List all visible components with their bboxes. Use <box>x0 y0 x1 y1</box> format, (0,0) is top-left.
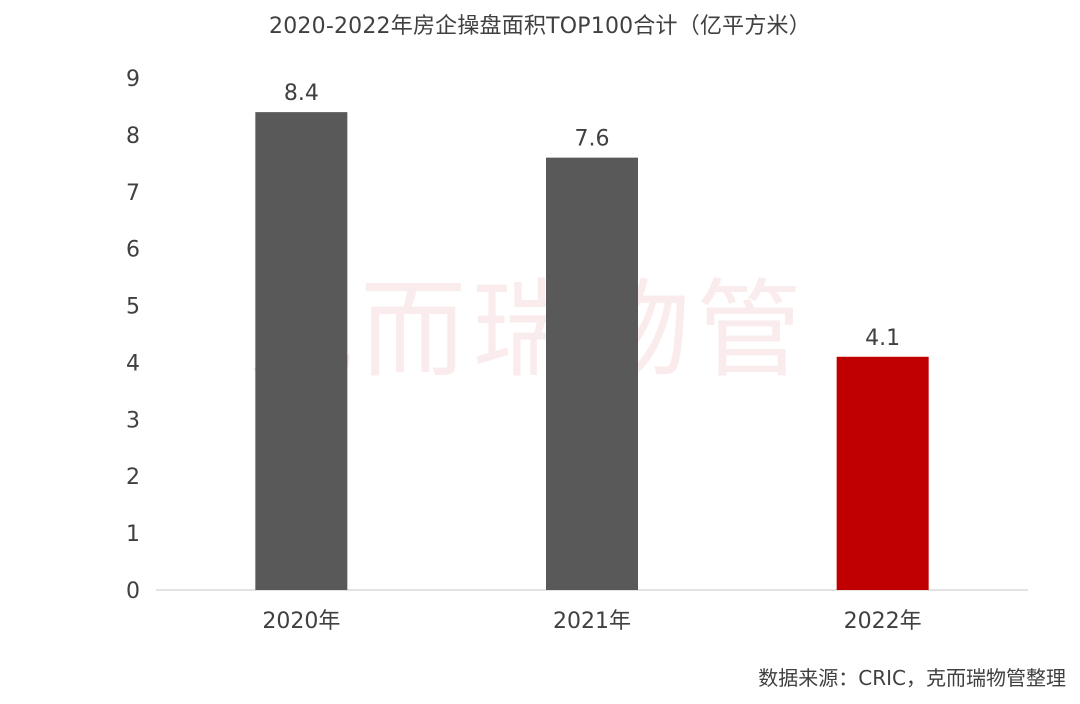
y-tick-label: 1 <box>126 522 140 547</box>
data-label: 4.1 <box>865 326 900 351</box>
bar <box>836 356 929 590</box>
y-tick-label: 0 <box>126 579 140 604</box>
bar <box>546 157 638 590</box>
data-label: 7.6 <box>575 127 610 152</box>
y-tick-label: 2 <box>126 465 140 490</box>
x-tick-label: 2022年 <box>844 609 922 634</box>
chart-title: 2020-2022年房企操盘面积TOP100合计（亿平方米） <box>269 14 811 39</box>
y-tick-label: 7 <box>126 181 140 206</box>
y-tick-label: 3 <box>126 408 140 433</box>
y-tick-label: 6 <box>126 238 140 263</box>
x-tick-label: 2020年 <box>262 609 340 634</box>
source-note: 数据来源：CRIC，克而瑞物管整理 <box>758 666 1066 690</box>
y-tick-label: 8 <box>126 124 140 149</box>
x-axis: 2020年 2021年 2022年 <box>262 609 921 634</box>
y-axis: 0 1 2 3 4 5 6 7 8 9 <box>126 67 140 604</box>
bars <box>255 112 929 590</box>
x-tick-label: 2021年 <box>553 609 631 634</box>
y-tick-label: 9 <box>126 67 140 92</box>
data-label: 8.4 <box>284 81 319 106</box>
bar <box>255 112 348 590</box>
y-tick-label: 5 <box>126 295 140 320</box>
y-tick-label: 4 <box>126 351 140 376</box>
data-labels: 8.4 7.6 4.1 <box>284 81 900 351</box>
